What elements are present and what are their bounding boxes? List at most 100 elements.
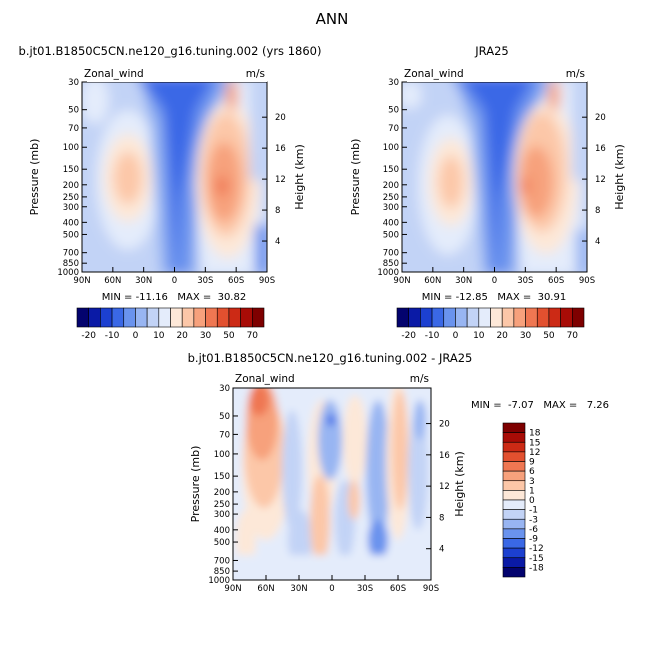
right-field-name: Zonal_wind — [404, 68, 464, 80]
height-tick-label: 12 — [275, 175, 286, 185]
colorbar-swatch — [443, 307, 456, 328]
y-tick-label: 500 — [383, 230, 399, 240]
x-tick-label: 90S — [259, 276, 275, 286]
height-tick-label: 8 — [595, 206, 600, 216]
y-tick-label: 50 — [68, 106, 79, 116]
x-tick-label: 60S — [390, 584, 406, 594]
x-tick-label: 60N — [424, 276, 441, 286]
y-tick-label: 100 — [383, 143, 399, 153]
colorbar-swatch — [502, 557, 526, 568]
height-tick-label: 12 — [595, 175, 606, 185]
diff-height-ticks: 20 16 12 8 4 — [426, 420, 450, 555]
colorbar-label: 30 — [200, 331, 212, 341]
colorbar-label: -15 — [529, 554, 544, 564]
y-tick-label: 250 — [383, 193, 399, 203]
y-tick-label: 1000 — [208, 576, 230, 586]
y-tick-label: 400 — [214, 526, 230, 536]
left-field-name: Zonal_wind — [84, 68, 144, 80]
right-colorbar: -20 -10 0 10 20 30 50 70 — [396, 307, 585, 341]
height-tick-label: 16 — [439, 451, 450, 461]
diff-ylabel: Pressure (mb) — [189, 446, 202, 523]
height-tick-label: 8 — [439, 513, 444, 523]
right-units: m/s — [566, 68, 585, 80]
colorbar-label: -10 — [105, 331, 120, 341]
colorbar-swatch — [490, 307, 503, 328]
y-tick-label: 1000 — [377, 268, 399, 278]
y-tick-label: 30 — [68, 78, 79, 88]
height-tick-label: 20 — [595, 113, 606, 123]
height-tick-label: 16 — [275, 144, 286, 154]
x-tick-label: 30S — [357, 584, 373, 594]
left-ylabel-right: Height (km) — [293, 144, 306, 210]
x-tick-label: 90N — [393, 276, 410, 286]
colorbar-label: 15 — [529, 438, 540, 448]
figure-title: ANN — [316, 10, 349, 28]
y-tick-label: 500 — [63, 230, 79, 240]
colorbar-label: -20 — [81, 331, 96, 341]
colorbar-swatch — [513, 307, 526, 328]
colorbar-label: 70 — [567, 331, 579, 341]
y-tick-label: 250 — [214, 500, 230, 510]
right-height-ticks: 20 16 12 8 4 — [582, 113, 606, 247]
colorbar-label: 0 — [529, 496, 535, 506]
x-tick-label: 90S — [423, 584, 439, 594]
colorbar-label: 0 — [453, 331, 459, 341]
right-panel: Zonal_wind m/s 3050701001502002503004005… — [349, 68, 626, 341]
x-tick-label: 0 — [329, 584, 334, 594]
y-tick-label: 50 — [388, 106, 399, 116]
colorbar-swatch — [502, 509, 526, 520]
right-x-ticks: 90N 60N 30N 0 30S 60S 90S — [393, 267, 595, 286]
x-tick-label: 30N — [135, 276, 152, 286]
y-tick-label: 400 — [383, 218, 399, 228]
colorbar-label: 20 — [496, 331, 508, 341]
x-tick-label: 0 — [492, 276, 497, 286]
colorbar-swatch — [502, 499, 526, 510]
colorbar-swatch — [502, 461, 526, 472]
x-tick-label: 90S — [579, 276, 595, 286]
height-tick-label: 4 — [439, 545, 444, 555]
colorbar-swatch — [111, 307, 125, 328]
colorbar-label: -20 — [401, 331, 416, 341]
right-ylabel-right: Height (km) — [613, 144, 626, 210]
colorbar-swatch — [181, 307, 195, 328]
left-units: m/s — [246, 68, 265, 80]
y-tick-label: 250 — [63, 193, 79, 203]
colorbar-swatch — [88, 307, 101, 328]
colorbar-swatch — [123, 307, 136, 328]
y-tick-label: 200 — [214, 488, 230, 498]
colorbar-swatch — [158, 307, 171, 328]
colorbar-label: 12 — [529, 448, 540, 458]
diff-units: m/s — [410, 373, 429, 385]
colorbar-swatch — [502, 518, 526, 530]
colorbar-label: -12 — [529, 544, 544, 554]
diff-field-name: Zonal_wind — [235, 373, 295, 385]
y-tick-label: 1000 — [57, 268, 79, 278]
colorbar-swatch — [135, 307, 148, 328]
y-tick-label: 150 — [214, 472, 230, 482]
diff-stats: MIN = -7.07 MAX = 7.26 — [471, 400, 609, 411]
colorbar-swatch — [502, 470, 526, 482]
diff-contour-field — [233, 388, 431, 580]
colorbar-swatch — [455, 307, 468, 328]
y-tick-label: 150 — [63, 165, 79, 175]
colorbar-swatch — [170, 307, 183, 328]
y-tick-label: 400 — [63, 218, 79, 228]
colorbar-label: 18 — [529, 429, 541, 439]
colorbar-swatch — [100, 307, 113, 328]
diff-panel: Zonal_wind m/s 3050701001502002503004005… — [189, 372, 609, 594]
colorbar-label: 50 — [223, 331, 235, 341]
y-tick-label: 700 — [63, 249, 79, 259]
left-height-ticks: 20 16 12 8 4 — [262, 113, 286, 247]
y-tick-label: 850 — [63, 259, 79, 269]
left-x-ticks: 90N 60N 30N 0 30S 60S 90S — [73, 267, 275, 286]
colorbar-label: 10 — [153, 331, 165, 341]
y-tick-label: 850 — [383, 259, 399, 269]
y-tick-label: 300 — [383, 203, 399, 213]
left-panel: Zonal_wind m/s 3050701001502002503004005… — [28, 68, 306, 341]
x-tick-label: 60N — [104, 276, 121, 286]
y-tick-label: 100 — [214, 450, 230, 460]
